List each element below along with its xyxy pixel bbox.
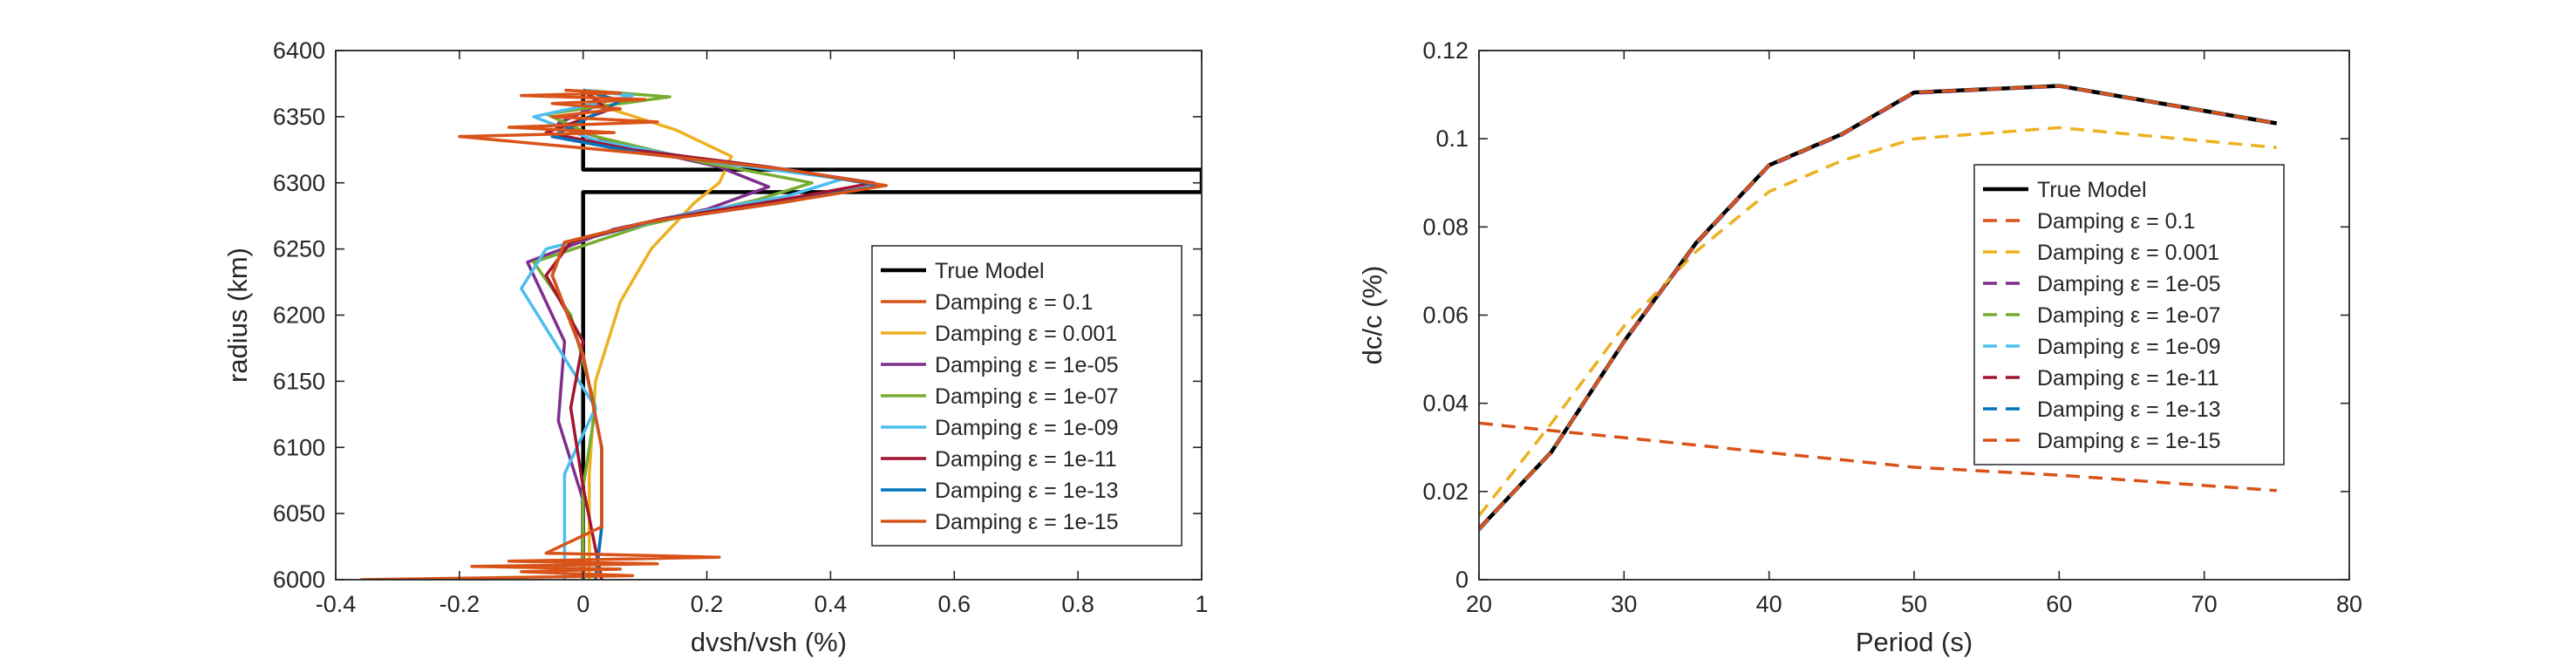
x-tick-label: 0.6 xyxy=(938,591,971,617)
x-tick-label: 40 xyxy=(1756,591,1782,617)
series-line-damping-eps-0-1 xyxy=(1479,421,2277,493)
y-tick-label: 6400 xyxy=(273,37,325,64)
legend-label: Damping ε = 1e-07 xyxy=(2037,303,2221,328)
legend-label: Damping ε = 1e-15 xyxy=(935,510,1119,534)
legend-label: Damping ε = 1e-13 xyxy=(935,479,1119,503)
series-line-true-model xyxy=(581,90,1202,580)
x-tick-label: 80 xyxy=(2336,591,2362,617)
y-tick-label: 6300 xyxy=(273,170,325,196)
y-tick-label: 0.02 xyxy=(1422,479,1469,505)
legend-label: True Model xyxy=(935,259,1045,283)
legend-label: Damping ε = 0.1 xyxy=(2037,209,2195,234)
legend-label: Damping ε = 1e-05 xyxy=(2037,272,2221,296)
x-tick-label: -0.4 xyxy=(316,591,357,617)
y-axis-label: radius (km) xyxy=(222,248,253,383)
legend-label: Damping ε = 1e-11 xyxy=(2037,366,2219,391)
series-group xyxy=(360,88,1202,580)
left-panel-radius-profile: -0.4 -0.2 0 0.2 0.4 0.6 0.8 1 6000 6050 6100 6150 62… xyxy=(222,37,1209,657)
series-line-damping-eps-1e-15 xyxy=(1479,84,2278,530)
legend-label: Damping ε = 1e-13 xyxy=(2037,397,2221,422)
legend-label: Damping ε = 1e-09 xyxy=(2037,335,2221,359)
legend: True Model Damping ε = 0.1 Damping ε = 0.0… xyxy=(871,245,1182,547)
y-axis-label: dc/c (%) xyxy=(1357,266,1387,365)
legend-label: True Model xyxy=(2037,178,2147,202)
series-group xyxy=(1479,84,2278,532)
legend-label: Damping ε = 0.001 xyxy=(935,322,1117,346)
legend-label: Damping ε = 1e-09 xyxy=(935,416,1119,440)
legend-label: Damping ε = 0.001 xyxy=(2037,241,2219,265)
x-tick-label: 50 xyxy=(1901,591,1927,617)
y-tick-label: 6000 xyxy=(273,567,325,593)
y-tick-label: 6050 xyxy=(273,500,325,527)
legend-label: Damping ε = 0.1 xyxy=(935,290,1093,315)
x-tick-label: -0.2 xyxy=(440,591,480,617)
x-tick-label: 0 xyxy=(576,591,589,617)
y-tick-label: 0.06 xyxy=(1422,302,1469,329)
x-tick-label: 60 xyxy=(2046,591,2072,617)
x-tick-label: 0.8 xyxy=(1061,591,1094,617)
y-tick-label: 6200 xyxy=(273,302,325,329)
x-tick-label: 70 xyxy=(2191,591,2218,617)
y-tick-label: 0 xyxy=(1455,567,1469,593)
y-tick-label: 0.08 xyxy=(1422,214,1469,240)
x-axis-label: dvsh/vsh (%) xyxy=(691,627,847,657)
x-tick-label: 20 xyxy=(1466,591,1492,617)
legend-label: Damping ε = 1e-05 xyxy=(935,353,1119,377)
x-tick-label: 1 xyxy=(1195,591,1208,617)
legend-label: Damping ε = 1e-07 xyxy=(935,384,1119,409)
x-axis-label: Period (s) xyxy=(1856,627,1973,657)
y-tick-label: 0.1 xyxy=(1435,126,1469,152)
y-tick-label: 0.04 xyxy=(1422,391,1469,417)
y-tick-label: 6250 xyxy=(273,236,325,262)
series-line-damping-eps-0-001 xyxy=(1479,126,2277,517)
legend-label: Damping ε = 1e-15 xyxy=(2037,429,2221,453)
y-tick-label: 0.12 xyxy=(1422,37,1469,64)
right-panel-phase-velocity: 20 30 40 50 60 70 80 0 0.02 0.04 0.06 0.08 0.1 0.12 Pe… xyxy=(1357,37,2362,657)
y-tick-label: 6150 xyxy=(273,368,325,394)
legend-label: Damping ε = 1e-11 xyxy=(935,447,1117,472)
y-tick-label: 6100 xyxy=(273,434,325,460)
x-tick-label: 0.2 xyxy=(691,591,724,617)
legend-box xyxy=(1973,164,2285,465)
y-tick-label: 6350 xyxy=(273,104,325,130)
series-line-damping-eps-1e-09 xyxy=(520,88,845,580)
x-tick-label: 30 xyxy=(1611,591,1637,617)
x-tick-label: 0.4 xyxy=(814,591,848,617)
series-line-damping-eps-1e-15 xyxy=(360,88,889,580)
legend: True Model Damping ε = 0.1 Damping ε = 0.0… xyxy=(1973,164,2285,465)
